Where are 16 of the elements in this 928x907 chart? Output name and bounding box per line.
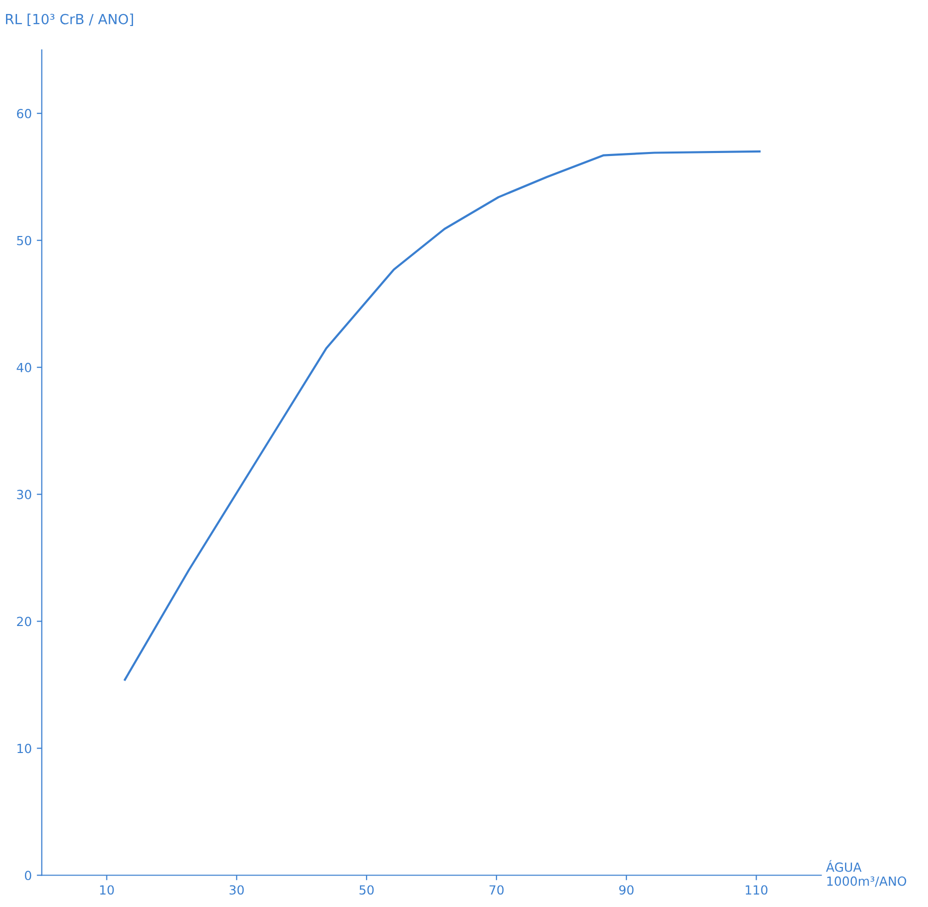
line-series [124,150,761,681]
y-tick-label: 50 [17,236,32,246]
x-tick-label: 90 [619,885,634,895]
x-tick-label: 50 [360,885,374,895]
y-tick-label: 30 [17,490,32,500]
x-tick-label: 110 [746,885,768,895]
y-axis-title: RL [10³ CrB / ANO] [6,14,134,26]
y-tick-label: 40 [16,362,32,372]
y-tick-label: 0 [24,870,32,880]
x-tick-label: 10 [100,885,114,895]
y-tick-label: 60 [17,108,32,118]
y-tick-label: 20 [17,616,32,626]
y-tick-label: 10 [18,744,32,754]
x-axis-title: ÁGUA 1000m³/ANO [826,860,906,887]
x-tick-label: 30 [230,885,244,895]
x-tick-label: 70 [490,885,504,895]
